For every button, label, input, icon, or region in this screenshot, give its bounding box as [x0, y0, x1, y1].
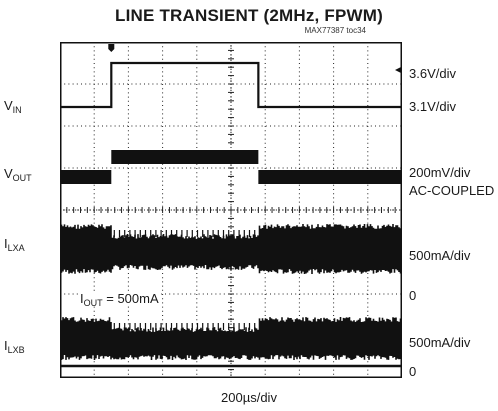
annotation-iout-value: = 500mA	[102, 291, 159, 306]
channel-label-ilxb-sub: LXB	[7, 345, 25, 355]
annotation-iout: IOUT = 500mA	[78, 291, 161, 308]
channel-label-vin: VIN	[4, 98, 22, 115]
trace-vout-high	[111, 150, 259, 164]
trace-ilxa-ripple	[113, 230, 256, 237]
grid	[60, 42, 402, 378]
channel-label-vout-name: V	[4, 166, 13, 181]
channel-label-ilxa-name: I	[4, 236, 8, 251]
channel-label-ilxa: ILXA	[4, 236, 25, 253]
plot-frame	[60, 42, 402, 378]
channel-label-ilxb-name: I	[4, 338, 8, 353]
figure-id: MAX77387 toc34	[304, 26, 366, 35]
channel-label-vout-sub: OUT	[12, 173, 32, 183]
channel-label-vin-sub: IN	[12, 105, 22, 115]
zero-label-ilxa: 0	[409, 288, 417, 303]
trace-vout-low-right	[258, 170, 402, 184]
annotation-iout-name: I	[80, 291, 84, 306]
trace-vin	[60, 61, 402, 109]
scale-label-vin: 3.6V/div	[409, 66, 456, 81]
zero-label-ilxb: 0	[409, 364, 417, 379]
channel-label-vout: VOUT	[4, 166, 32, 183]
channel-label-vin-name: V	[4, 98, 13, 113]
scale-label-ilxb: 500mA/div	[409, 335, 471, 350]
annotation-iout-sub: OUT	[83, 298, 103, 308]
x-axis-label: 200µs/div	[221, 390, 277, 405]
scale-label-vin-ref: 3.1V/div	[409, 99, 456, 114]
scope-plot	[60, 42, 402, 378]
chart-title: LINE TRANSIENT (2MHz, FPWM)	[115, 6, 383, 25]
trace-ilxb	[60, 317, 402, 360]
trigger-marker	[108, 44, 115, 52]
coupling-label-vout: AC-COUPLED	[409, 183, 495, 198]
scale-label-ilxa: 500mA/div	[409, 248, 471, 263]
scale-label-vout: 200mV/div	[409, 165, 471, 180]
trace-ilxb-ripple	[113, 323, 256, 330]
trace-ilxa	[60, 224, 402, 274]
traces	[60, 44, 402, 368]
channel-label-ilxa-sub: LXA	[7, 243, 25, 253]
channel-label-ilxb: ILXB	[4, 338, 25, 355]
trace-vout-low-left	[60, 170, 112, 184]
ref-arrow-marker	[395, 67, 401, 73]
